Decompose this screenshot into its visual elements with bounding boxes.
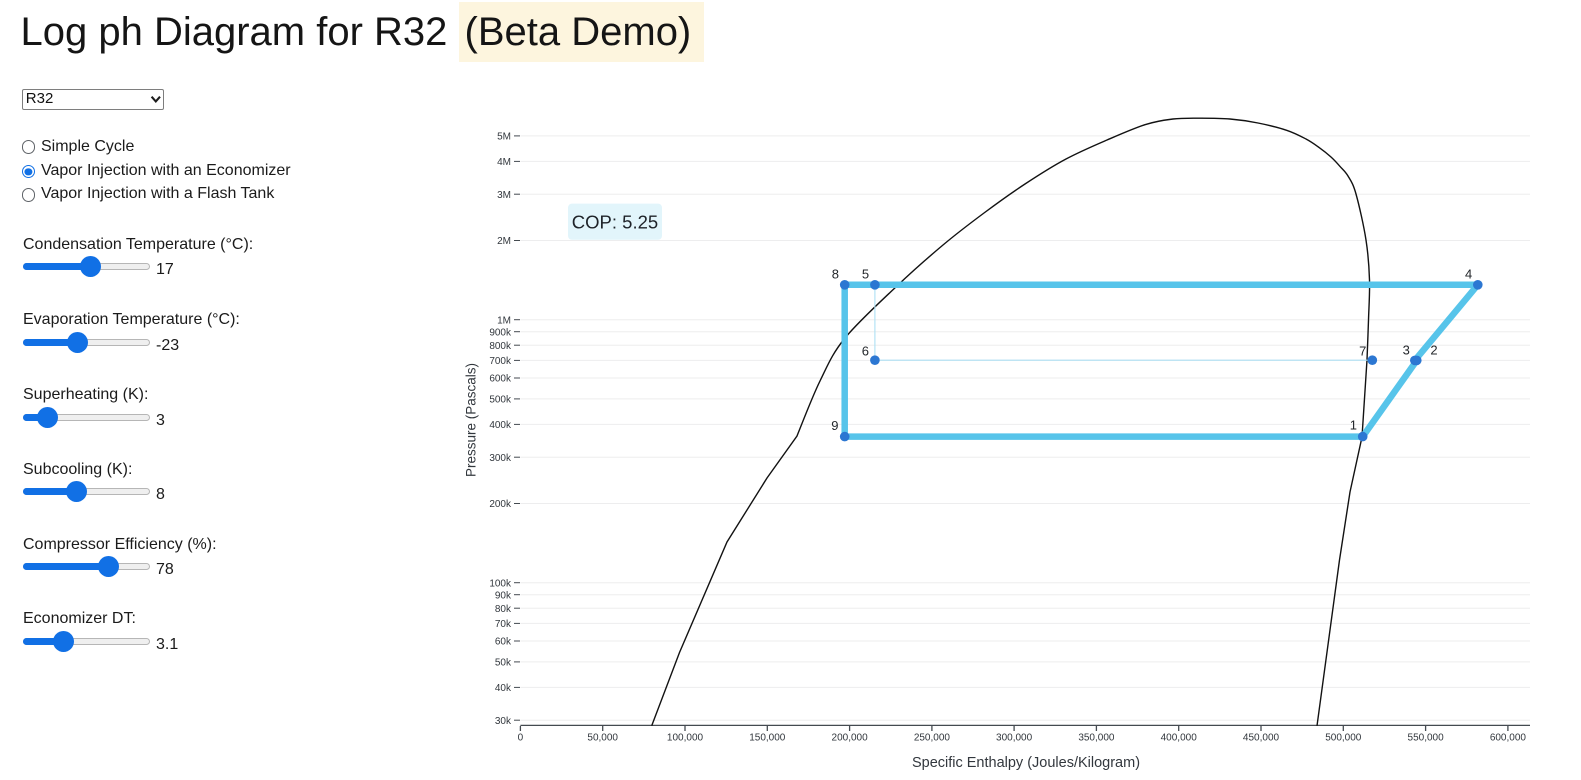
- svg-text:1: 1: [1350, 418, 1357, 433]
- svg-text:250,000: 250,000: [914, 732, 951, 743]
- svg-text:600k: 600k: [489, 374, 512, 385]
- svg-text:600,000: 600,000: [1490, 732, 1527, 743]
- svg-text:800k: 800k: [489, 341, 512, 352]
- svg-text:9: 9: [831, 418, 838, 433]
- svg-text:30k: 30k: [495, 716, 512, 727]
- svg-text:400,000: 400,000: [1161, 732, 1198, 743]
- svg-text:70k: 70k: [495, 619, 512, 630]
- svg-text:90k: 90k: [495, 590, 512, 601]
- svg-text:60k: 60k: [495, 637, 512, 648]
- svg-text:5M: 5M: [497, 132, 511, 143]
- svg-text:7: 7: [1359, 344, 1366, 359]
- svg-text:4: 4: [1465, 267, 1472, 282]
- svg-text:COP: 5.25: COP: 5.25: [572, 212, 658, 233]
- svg-text:50k: 50k: [495, 658, 512, 669]
- svg-text:2: 2: [1430, 343, 1437, 358]
- svg-text:3M: 3M: [497, 190, 511, 201]
- svg-text:700k: 700k: [489, 356, 512, 367]
- svg-text:100k: 100k: [489, 578, 512, 589]
- svg-text:80k: 80k: [495, 604, 512, 615]
- svg-text:400k: 400k: [489, 420, 512, 431]
- svg-text:8: 8: [832, 267, 839, 282]
- svg-text:0: 0: [518, 732, 524, 743]
- svg-text:200,000: 200,000: [832, 732, 869, 743]
- svg-text:550,000: 550,000: [1408, 732, 1445, 743]
- svg-text:50,000: 50,000: [587, 732, 618, 743]
- svg-text:1M: 1M: [497, 315, 511, 326]
- svg-text:3: 3: [1403, 343, 1410, 358]
- svg-text:200k: 200k: [489, 499, 512, 510]
- svg-text:500k: 500k: [489, 395, 512, 406]
- svg-text:500,000: 500,000: [1325, 732, 1362, 743]
- svg-text:40k: 40k: [495, 683, 512, 694]
- svg-text:100,000: 100,000: [667, 732, 704, 743]
- svg-text:6: 6: [862, 344, 869, 359]
- svg-text:5: 5: [862, 267, 869, 282]
- svg-text:Pressure (Pascals): Pressure (Pascals): [464, 363, 479, 477]
- svg-text:900k: 900k: [489, 327, 512, 338]
- svg-text:150,000: 150,000: [749, 732, 786, 743]
- svg-text:4M: 4M: [497, 157, 511, 168]
- svg-text:Specific Enthalpy (Joules/Kilo: Specific Enthalpy (Joules/Kilogram): [912, 755, 1140, 771]
- svg-text:450,000: 450,000: [1243, 732, 1280, 743]
- svg-text:300k: 300k: [489, 453, 512, 464]
- svg-text:2M: 2M: [497, 236, 511, 247]
- svg-text:300,000: 300,000: [996, 732, 1033, 743]
- svg-text:350,000: 350,000: [1078, 732, 1115, 743]
